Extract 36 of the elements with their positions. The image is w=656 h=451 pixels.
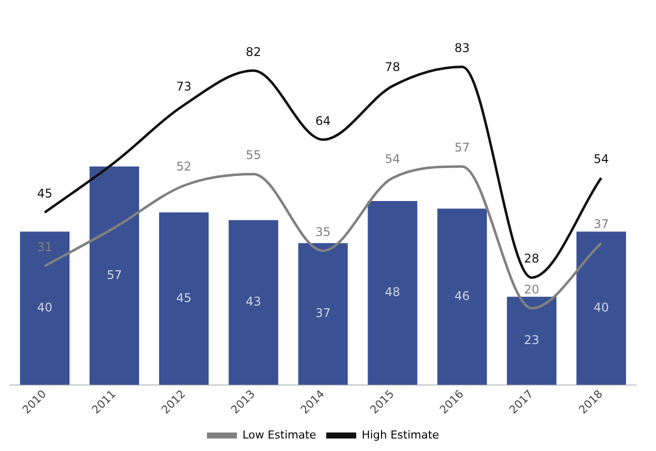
data-label: 55 [246,148,262,162]
bar [506,296,556,385]
data-label: 45 [37,186,52,201]
data-label: 52 [176,160,192,174]
legend-label: Low Estimate [242,428,316,442]
data-label: 78 [384,60,400,74]
bar [228,220,278,385]
bar [368,200,418,385]
data-label: 46 [454,288,470,303]
data-label: 43 [246,294,262,309]
bar [20,232,70,385]
data-label: 54 [384,152,400,166]
data-label: 35 [315,224,331,239]
data-label: 31 [37,240,52,254]
data-label: 64 [315,114,331,128]
bar [298,243,348,385]
data-label: 54 [594,152,609,166]
data-label: 20 [524,282,540,296]
data-label: 48 [384,285,400,300]
data-label: 73 [176,79,192,94]
legend-label: High Estimate [362,428,440,442]
data-label: 37 [315,306,331,320]
bar [437,208,487,385]
data-label: 83 [454,40,470,55]
data-label: 57 [106,268,122,282]
data-label: 82 [246,44,262,59]
data-label: 37 [594,217,609,232]
bar [576,232,626,385]
data-label: 45 [176,290,192,305]
data-label: 40 [37,300,52,314]
bar [90,166,140,385]
data-label: 40 [594,300,609,314]
data-label: 28 [524,252,540,266]
data-label: 57 [454,140,470,155]
data-label: 23 [524,332,540,347]
bar [159,212,209,385]
